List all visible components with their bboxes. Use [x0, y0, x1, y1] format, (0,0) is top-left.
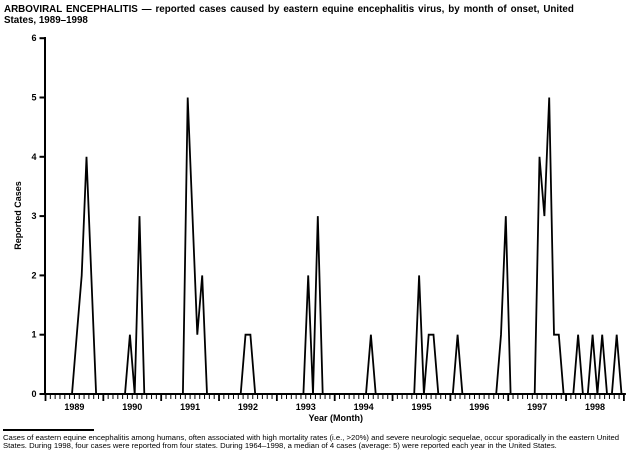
y-axis-title: Reported Cases — [13, 181, 23, 250]
y-tick-label: 4 — [31, 152, 36, 162]
y-tick-label: 6 — [31, 33, 36, 43]
year-label: 1991 — [180, 402, 200, 412]
chart-svg: 0 1 2 3 4 5 6 1989 1990 1991 1992 1993 1994 1995 1996 1… — [13, 33, 626, 423]
year-label: 1998 — [585, 402, 605, 412]
y-tick-label: 1 — [31, 330, 36, 340]
year-label: 1992 — [238, 402, 258, 412]
y-tick-label: 0 — [31, 389, 36, 399]
year-label: 1993 — [296, 402, 316, 412]
footnote-rule — [3, 429, 94, 431]
year-label: 1995 — [411, 402, 431, 412]
year-label: 1996 — [469, 402, 489, 412]
x-axis-title: Year (Month) — [308, 413, 363, 423]
y-tick-label: 5 — [31, 93, 36, 103]
data-line — [47, 97, 623, 395]
y-tick-label: 3 — [31, 211, 36, 221]
y-tick-label: 2 — [31, 270, 36, 280]
chart-title-line1: ARBOVIRAL ENCEPHALITIS — reported cases … — [4, 4, 574, 15]
footnote: Cases of eastern equine encephalitis amo… — [3, 429, 637, 451]
year-label: 1994 — [354, 402, 374, 412]
year-label: 1997 — [527, 402, 547, 412]
year-label: 1990 — [122, 402, 142, 412]
footnote-text: Cases of eastern equine encephalitis amo… — [3, 433, 619, 451]
chart-title: ARBOVIRAL ENCEPHALITIS — reported cases … — [4, 4, 638, 26]
year-label: 1989 — [64, 402, 84, 412]
chart-title-line2: States, 1989–1998 — [4, 14, 88, 26]
